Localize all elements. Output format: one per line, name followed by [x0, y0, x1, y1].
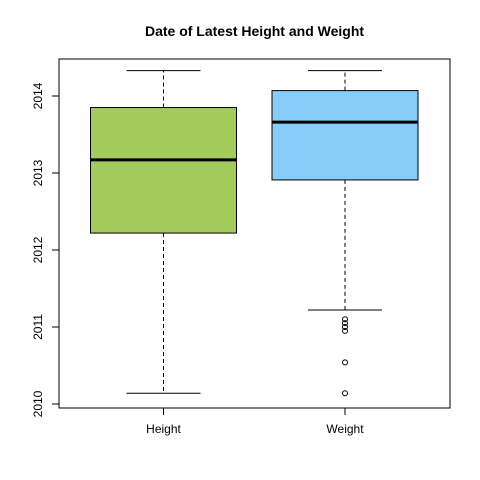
y-tick-label: 2011 — [31, 314, 45, 340]
iqr-box — [272, 91, 418, 180]
x-tick-label: Weight — [326, 422, 364, 436]
iqr-box — [91, 108, 237, 234]
y-tick-label: 2014 — [31, 82, 45, 109]
y-tick-label: 2010 — [31, 390, 45, 417]
y-tick-label: 2012 — [31, 236, 45, 263]
x-tick-label: Height — [146, 422, 181, 436]
y-tick-label: 2013 — [31, 159, 45, 186]
chart-title: Date of Latest Height and Weight — [145, 23, 364, 39]
